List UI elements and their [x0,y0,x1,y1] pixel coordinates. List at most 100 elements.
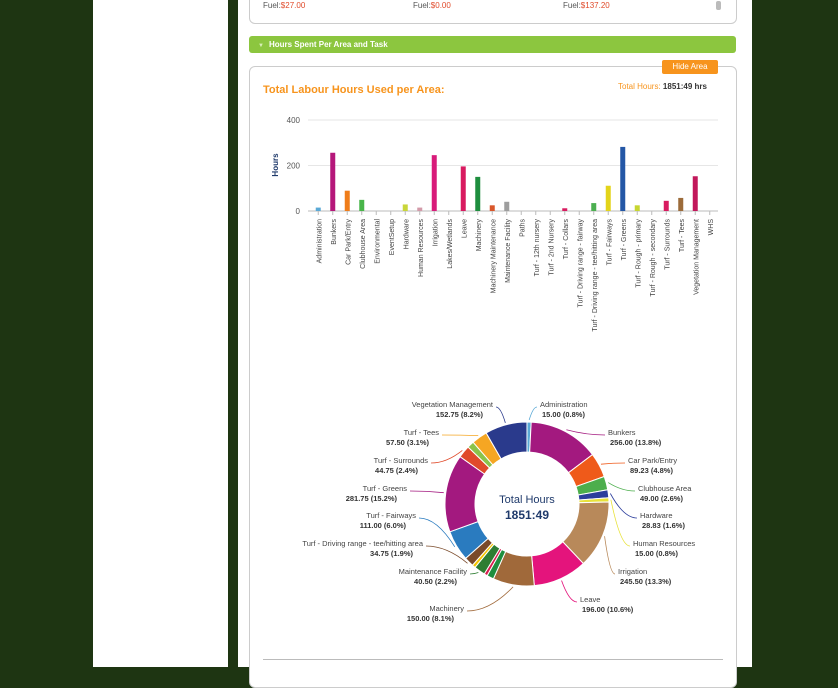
donut-slice-label: Vegetation Management [412,400,494,409]
fuel-item: Fuel:$137.20 [563,1,610,10]
bar [489,205,495,211]
donut-leader-line [561,580,578,603]
donut-leader-line [608,482,636,492]
donut-slice-value: 49.00 (2.6%) [640,494,683,503]
x-tick-label: Turf - Greens [621,219,628,261]
x-tick-label: EventSetup [389,219,396,255]
x-tick-label: Environmental [374,219,381,264]
x-tick-label: Turf - Rough - primary [635,219,642,288]
fuel-item: Fuel:$0.00 [413,1,451,10]
donut-leader-line [469,572,479,575]
bar [692,176,698,211]
bar [678,197,684,211]
bar [402,204,408,211]
x-tick-label: Irrigation [432,219,439,246]
donut-slice-value: 245.50 (13.3%) [620,577,672,586]
donut-slice-value: 196.00 (10.6%) [582,605,634,614]
fuel-item: Fuel:$27.00 [263,1,305,10]
hide-area-button[interactable]: Hide Area [662,60,718,74]
donut-leader-line [610,499,631,547]
fuel-label: Fuel: [563,1,581,10]
donut-slice-value: 150.00 (8.1%) [407,614,455,623]
x-tick-label: Maintenance Facility [505,219,512,283]
donut-slice-value: 111.00 (6.0%) [360,521,407,530]
donut-center-title: Total Hours [499,494,555,506]
left-sidebar-area [93,0,228,667]
total-hours-value: 1851:49 hrs [662,82,707,91]
collapse-arrow-icon: ▼ [258,43,264,49]
x-tick-label: Machinery [476,219,483,252]
donut-leader-line [609,493,638,519]
donut-slice-value: 15.00 (0.8%) [542,410,585,419]
donut-leader-line [566,429,606,436]
bar [417,207,423,211]
donut-slice-value: 256.00 (13.8%) [610,438,662,447]
bar [359,199,365,211]
bar [591,203,597,211]
fuel-label: Fuel: [413,1,431,10]
x-tick-label: Paths [519,219,526,237]
donut-center-value: 1851:49 [505,508,549,522]
donut-slice-label: Maintenance Facility [399,567,468,576]
divider [263,659,723,660]
donut-slice-value: 44.75 (2.4%) [375,466,418,475]
x-tick-label: Turf - 12th nursery [534,219,541,277]
section-header-hours[interactable]: ▼ Hours Spent Per Area and Task [249,36,736,53]
x-tick-label: Turf - Driving range - tee/hitting area [592,219,599,332]
bar [315,207,321,211]
fuel-label: Fuel: [263,1,281,10]
donut-slice-label: Hardware [640,511,673,520]
bar-chart: 0 200 400 Hours Administration Bunkers Car Par… [271,116,718,332]
y-tick-label: 400 [287,116,301,125]
fuel-summary-panel: Fuel:$27.00 Fuel:$0.00 Fuel:$137.20 [249,0,737,24]
donut-slice-label: Irrigation [618,567,647,576]
bar [562,208,568,211]
x-tick-label: Vegetation Management [693,219,700,295]
x-tick-label: Human Resources [418,219,425,277]
donut-slice-label: Clubhouse Area [638,484,692,493]
donut-slice-label: Turf - Fairways [366,511,416,520]
donut-leader-line [466,586,514,612]
bar [663,200,669,211]
bar [620,146,626,211]
donut-leader-line [409,490,444,494]
x-tick-label: Bunkers [331,219,338,245]
x-tick-label: Turf - Surrounds [664,219,671,270]
total-hours-label: Total Hours: [618,82,661,91]
x-tick-label: WHS [708,219,715,236]
total-hours: Total Hours: 1851:49 hrs [618,82,707,91]
donut-leader-line [495,406,506,423]
donut-slice-value: 15.00 (0.8%) [635,549,678,558]
donut-slice-label: Machinery [429,604,464,613]
x-tick-label: Machinery Maintenance [490,219,497,293]
bar [330,152,336,211]
y-axis-label: Hours [271,153,280,177]
y-tick-label: 0 [296,207,301,216]
bar [475,176,481,211]
donut-slice-value: 34.75 (1.9%) [370,549,413,558]
donut-slice-label: Bunkers [608,428,636,437]
donut-slice-label: Leave [580,595,600,604]
x-tick-label: Leave [461,219,468,238]
x-tick-label: Turf - Driving range - fairway [577,219,584,308]
x-tick-label: Clubhouse Area [360,219,367,269]
donut-leader-line [441,434,479,436]
x-tick-label: Turf - Collars [563,219,570,260]
donut-slice-label: Turf - Driving range - tee/hitting area [302,539,423,548]
donut-slice-value: 89.23 (4.8%) [630,466,673,475]
section-title: Hours Spent Per Area and Task [268,40,388,49]
bar [431,155,437,211]
x-tick-label: Turf - Tees [679,219,686,253]
bar [504,201,510,211]
donut-leader-line [604,536,616,575]
scrollbar-thumb[interactable] [716,1,721,10]
donut-slice-value: 152.75 (8.2%) [436,410,484,419]
donut-slice-label: Turf - Surrounds [374,456,429,465]
donut-leader-line [418,517,456,548]
donut-slice-label: Human Resources [633,539,695,548]
fuel-value: $27.00 [280,1,306,10]
bar [605,185,611,211]
donut-slice-label: Administration [540,400,588,409]
fuel-value: $0.00 [430,1,451,10]
